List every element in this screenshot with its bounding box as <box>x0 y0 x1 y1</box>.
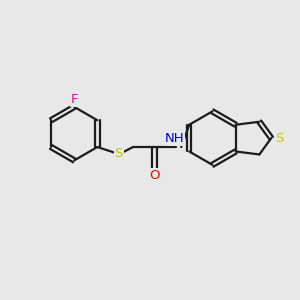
Text: S: S <box>115 147 123 160</box>
Text: F: F <box>70 93 78 106</box>
Text: O: O <box>149 169 160 182</box>
Text: NH: NH <box>164 132 184 145</box>
Text: S: S <box>275 132 283 145</box>
